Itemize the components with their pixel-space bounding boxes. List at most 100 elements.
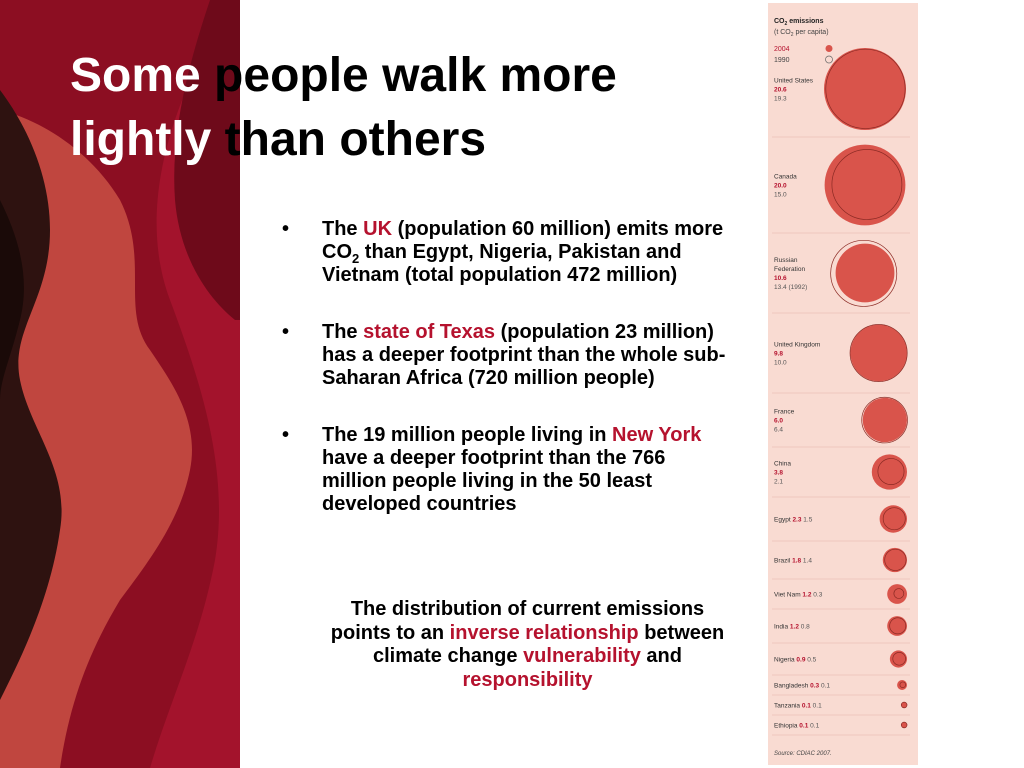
value-2004: 2.3 [792,517,801,524]
country-label-tanzania: Tanzania 0.1 0.1 [774,703,822,710]
bubble-2004-canada [824,144,906,226]
slide-title: Some people walk more lightly than others [70,44,750,172]
title-highlight-lightly: lightly [70,113,212,166]
chart-title-part: emissions [787,18,823,25]
bubble-1990-egypt [882,507,906,531]
bubble-1990-nigeria [892,652,906,666]
chart-title-subscript: 2 [785,21,788,27]
chart-title-part: CO [774,18,785,25]
value-2004: 0.9 [796,657,805,664]
value-1990: 2.1 [774,479,783,486]
value-2004: 20.0 [774,183,787,190]
value-1990: 19.3 [774,96,787,103]
country-label-india: India 1.2 0.8 [774,624,810,631]
value-1990: 13.4 (1992) [774,284,807,291]
value-2004: 10.6 [774,275,787,282]
value-2004: 1.2 [790,624,799,631]
country-name: Federation [774,266,805,273]
value-1990: 0.1 [819,683,830,690]
bullet-item-new-york: • The 19 million people living in New Yor… [282,424,732,516]
country-name: China [774,461,791,468]
bullet-dot-icon: • [282,321,290,343]
bubble-1990-bangladesh [899,681,906,688]
value-1990: 1.5 [801,517,812,524]
bubble-2004-russian-federation [835,243,895,303]
country-label-egypt: Egypt 2.3 1.5 [774,517,813,524]
bullet-dot-icon: • [282,424,290,446]
bubble-2004-ethiopia [901,722,907,728]
decorative-face-silhouette [0,0,240,768]
country-label-ethiopia: Ethiopia 0.1 0.1 [774,723,820,730]
country-label-brazil: Brazil 1.8 1.4 [774,558,812,565]
bubble-1990-brazil [884,548,907,571]
chart-source: Source: CDIAC 2007. [774,751,832,757]
legend-label-2004: 2004 [774,46,790,53]
bubble-1990-china [877,458,905,485]
bullet-text: than Egypt, Nigeria, Pakistan and Vietna… [322,241,682,286]
value-2004: 1.8 [792,558,801,565]
bubble-1990-russian-federation [830,239,898,307]
bubble-1990-france [861,396,908,444]
title-line1-rest: people walk more [200,49,617,102]
conclusion-part: between climate change [373,621,725,668]
country-name: Viet Nam [774,592,802,599]
country-name: Brazil [774,558,792,565]
value-2004: 1.2 [802,592,811,599]
conclusion-highlight: vulnerability [523,645,641,667]
bubble-1990-canada [831,149,903,220]
value-2004: 20.6 [774,87,787,94]
value-1990: 15.0 [774,192,787,199]
country-name: Tanzania [774,703,802,710]
bubble-chart: CO2 emissions(t CO2 per capita)20041990U… [772,18,910,757]
legend-marker-1990 [825,55,833,64]
bubble-1990-tanzania [900,701,908,709]
bullet-text: The [322,321,364,343]
value-2004: 9.8 [774,351,783,358]
bullet-text: (population 23 million) has a deeper foo… [322,321,726,389]
co2-emissions-infographic: CO2 emissions (t CO2 per capita) 2004 1990 U… [768,3,918,765]
value-2004: 0.3 [810,683,819,690]
bullet-highlight: New York [612,424,702,446]
chart-title: CO2 emissions [774,18,824,27]
country-label-nigeria: Nigeria 0.9 0.5 [774,657,817,664]
bubble-2004-brazil [882,547,907,573]
bullet-item-uk: • The UK (population 60 million) emits mo… [282,218,732,287]
country-name: India [774,624,790,631]
bubble-1990-ethiopia [900,721,908,729]
bullet-text: (population 60 million) emits more CO [322,218,724,263]
country-name: Canada [774,174,797,181]
country-label-viet-nam: Viet Nam 1.2 0.3 [774,592,823,599]
value-2004: 6.0 [774,418,783,425]
bubble-2004-france [862,397,907,443]
value-2004: 3.8 [774,470,783,477]
value-1990: 1.4 [801,558,812,565]
value-2004: 0.1 [799,723,808,730]
country-name: Bangladesh [774,683,810,690]
bubble-2004-tanzania [901,702,907,708]
bubble-2004-viet-nam [887,584,907,604]
value-1990: 0.1 [811,703,822,710]
subscript: 2 [352,251,360,266]
bubble-1990-united-states [825,48,906,129]
value-1990: 0.8 [799,624,810,631]
bubble-1990-india [889,617,907,635]
value-1990: 0.3 [811,592,822,599]
value-1990: 6.4 [774,427,783,434]
country-label-bangladesh: Bangladesh 0.3 0.1 [774,683,830,690]
legend-label-1990: 1990 [774,57,790,64]
bubble-1990-united-kingdom [849,324,908,382]
bubble-2004-united-states [824,48,906,130]
title-line2-rest: than others [211,113,487,166]
bullet-item-texas: • The state of Texas (population 23 milli… [282,321,732,390]
bullet-text: The [322,218,364,240]
bubble-2004-united-kingdom [850,324,907,382]
bullet-text: have a deeper footprint than the 766 mil… [322,447,666,515]
conclusion-text: The distribution of current emissions po… [330,598,725,692]
bullet-highlight: state of Texas [363,321,496,343]
bullet-text: The 19 million people living in [322,424,613,446]
conclusion-part: and [640,645,682,667]
value-1990: 10.0 [774,360,787,367]
chart-subtitle-part: per capita) [794,29,829,36]
bullet-list: • The UK (population 60 million) emits mo… [282,218,732,550]
